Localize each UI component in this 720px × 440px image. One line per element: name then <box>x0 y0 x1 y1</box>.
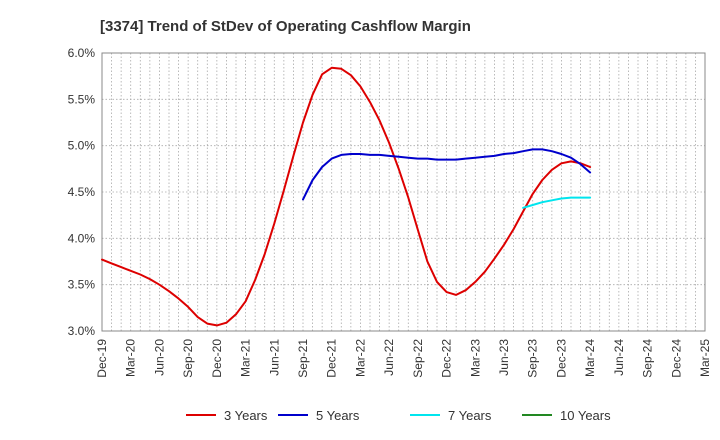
plot-area <box>101 52 706 332</box>
x-tick-label: Mar-22 <box>353 339 367 377</box>
y-tick-label: 5.0% <box>68 139 96 153</box>
grid <box>101 52 706 332</box>
x-tick-label: Sep-20 <box>181 339 195 378</box>
y-tick-label: 4.0% <box>68 231 96 245</box>
y-tick-label: 3.0% <box>68 324 96 338</box>
x-tick-label: Dec-21 <box>325 339 339 378</box>
x-tick-label: Dec-24 <box>669 339 683 378</box>
chart-title: [3374] Trend of StDev of Operating Cashf… <box>100 18 471 35</box>
series-line-7-years <box>522 196 592 209</box>
x-tick-label: Jun-20 <box>152 339 166 376</box>
x-axis: Dec-19 Mar-20 Jun-20 Sep-20 Dec-20 Mar-21 Jun-… <box>95 339 712 378</box>
series-line-5-years <box>302 148 592 201</box>
y-tick-label: 3.5% <box>68 278 96 292</box>
x-tick-label: Mar-20 <box>124 339 138 377</box>
x-tick-label: Jun-24 <box>612 339 626 376</box>
series-lines <box>101 66 592 327</box>
x-tick-label: Mar-21 <box>239 339 253 377</box>
x-tick-label: Mar-24 <box>583 339 597 377</box>
x-tick-label: Jun-23 <box>497 339 511 376</box>
x-tick-label: Dec-23 <box>554 339 568 378</box>
legend-label: 7 Years <box>448 408 492 423</box>
x-tick-label: Sep-21 <box>296 339 310 378</box>
x-tick-label: Mar-25 <box>698 339 712 377</box>
legend-label: 3 Years <box>224 408 268 423</box>
legend: 3 Years 5 Years 7 Years 10 Years <box>186 408 611 423</box>
x-tick-label: Dec-20 <box>210 339 224 378</box>
x-tick-label: Dec-19 <box>95 339 109 378</box>
x-tick-label: Jun-22 <box>382 339 396 376</box>
x-tick-label: Mar-23 <box>468 339 482 377</box>
y-axis: 3.0% 3.5% 4.0% 4.5% 5.0% 5.5% 6.0% <box>68 46 96 338</box>
series-line-3-years <box>101 66 592 327</box>
x-tick-label: Sep-22 <box>411 339 425 378</box>
y-tick-label: 6.0% <box>68 46 96 60</box>
y-tick-label: 5.5% <box>68 92 96 106</box>
legend-label: 10 Years <box>560 408 611 423</box>
x-tick-label: Dec-22 <box>440 339 454 378</box>
x-tick-label: Sep-24 <box>641 339 655 378</box>
x-tick-label: Sep-23 <box>526 339 540 378</box>
legend-label: 5 Years <box>316 408 360 423</box>
x-tick-label: Jun-21 <box>267 339 281 376</box>
plot-border <box>101 52 706 332</box>
y-tick-label: 4.5% <box>68 185 96 199</box>
